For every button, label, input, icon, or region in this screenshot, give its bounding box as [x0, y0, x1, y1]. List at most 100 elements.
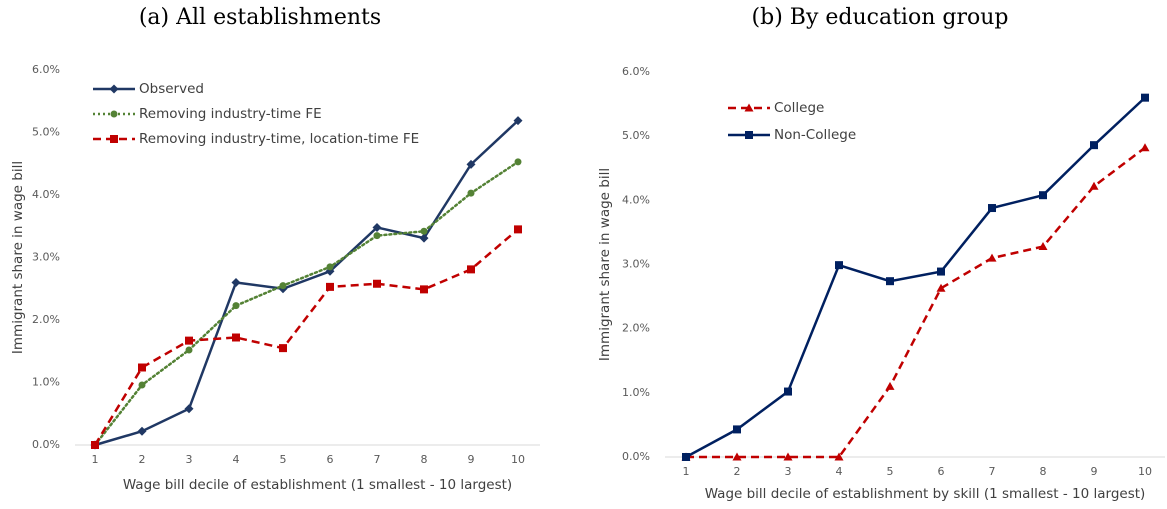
data-point	[185, 336, 193, 345]
legend-text: Non-College	[774, 127, 856, 143]
data-point	[232, 333, 240, 342]
x-tick-label: 8	[1040, 465, 1047, 478]
series-line	[93, 160, 520, 447]
data-point	[326, 282, 334, 291]
y-axis-title: Immigrant share in wage bill	[10, 161, 26, 354]
legend-marker	[745, 131, 753, 139]
data-point	[138, 381, 146, 389]
data-point	[936, 283, 946, 292]
x-tick-label: 4	[233, 453, 240, 466]
x-tick-label: 1	[92, 453, 99, 466]
data-point	[420, 285, 428, 294]
data-point	[466, 159, 476, 169]
legend-item: Non-College	[728, 127, 856, 143]
y-tick-label: 3.0%	[622, 258, 650, 271]
x-axis-title: Wage bill decile of establishment (1 sma…	[123, 477, 512, 493]
chart-title: (a) All establishments	[139, 5, 381, 30]
data-point	[91, 441, 99, 449]
data-point	[937, 267, 945, 276]
data-point	[279, 344, 287, 353]
data-point	[732, 452, 742, 461]
data-point	[420, 227, 428, 235]
x-tick-label: 6	[938, 465, 945, 478]
y-tick-label: 5.0%	[622, 129, 650, 142]
data-point	[279, 282, 287, 290]
data-point	[467, 265, 475, 274]
x-tick-label: 9	[1091, 465, 1098, 478]
y-tick-label: 0.0%	[32, 438, 60, 451]
y-tick-label: 2.0%	[32, 313, 60, 326]
legend-text: Removing industry-time FE	[139, 106, 322, 122]
data-point	[185, 346, 193, 354]
data-point	[783, 452, 793, 461]
data-point	[682, 453, 690, 461]
x-tick-label: 10	[511, 453, 525, 466]
data-point	[372, 223, 382, 232]
data-point	[467, 189, 475, 197]
legend-marker	[110, 110, 118, 118]
data-point	[1039, 191, 1047, 200]
y-tick-label: 6.0%	[622, 65, 650, 78]
data-point	[1038, 242, 1048, 251]
data-point	[373, 232, 381, 240]
data-point	[835, 261, 843, 270]
series-line	[685, 96, 1146, 459]
data-point	[514, 225, 522, 234]
x-tick-label: 2	[734, 465, 741, 478]
legend-marker	[744, 103, 754, 112]
data-point	[513, 116, 523, 126]
chart-title: (b) By education group	[752, 5, 1009, 30]
legend-text: Observed	[139, 81, 204, 97]
x-tick-label: 9	[468, 453, 475, 466]
data-point	[988, 204, 996, 213]
chart-panel: (a) All establishments Immigrant share in…	[10, 5, 540, 493]
legend-item: Removing industry-time FE	[93, 106, 322, 122]
y-tick-label: 5.0%	[32, 126, 60, 139]
y-tick-label: 1.0%	[622, 386, 650, 399]
data-point	[373, 279, 381, 288]
series-line	[686, 146, 1146, 459]
x-tick-label: 1	[683, 465, 690, 478]
series-line	[94, 119, 519, 447]
data-point	[733, 425, 741, 434]
x-tick-label: 3	[186, 453, 193, 466]
data-point	[1140, 143, 1150, 152]
x-tick-label: 5	[280, 453, 287, 466]
y-tick-label: 2.0%	[622, 322, 650, 335]
data-point	[184, 404, 194, 414]
legend-text: College	[774, 100, 824, 116]
data-point	[886, 277, 894, 286]
y-axis-title: Immigrant share in wage bill	[597, 168, 613, 361]
data-point	[1090, 141, 1098, 150]
data-point	[326, 263, 334, 271]
x-axis-title: Wage bill decile of establishment by ski…	[705, 486, 1146, 502]
data-point	[419, 233, 429, 243]
data-point	[1141, 93, 1149, 102]
data-point	[514, 158, 522, 166]
y-tick-label: 4.0%	[622, 193, 650, 206]
data-point	[138, 363, 146, 372]
legend-item: College	[728, 100, 824, 116]
data-point	[987, 253, 997, 262]
data-point	[885, 381, 895, 390]
data-point	[231, 278, 241, 287]
legend-text: Removing industry-time, location-time FE	[139, 131, 419, 147]
x-tick-label: 8	[421, 453, 428, 466]
y-tick-label: 1.0%	[32, 376, 60, 389]
x-tick-label: 3	[785, 465, 792, 478]
data-point	[137, 426, 147, 436]
y-tick-label: 4.0%	[32, 188, 60, 201]
data-point	[784, 387, 792, 396]
x-tick-label: 2	[139, 453, 146, 466]
legend-marker	[110, 135, 118, 143]
legend-item: Removing industry-time, location-time FE	[93, 131, 419, 147]
legend-item: Observed	[93, 81, 204, 97]
legend-marker	[109, 84, 119, 94]
x-tick-label: 7	[989, 465, 996, 478]
y-tick-label: 0.0%	[622, 450, 650, 463]
x-tick-label: 4	[836, 465, 843, 478]
x-tick-label: 10	[1138, 465, 1152, 478]
x-tick-label: 5	[887, 465, 894, 478]
data-point	[1089, 181, 1099, 190]
